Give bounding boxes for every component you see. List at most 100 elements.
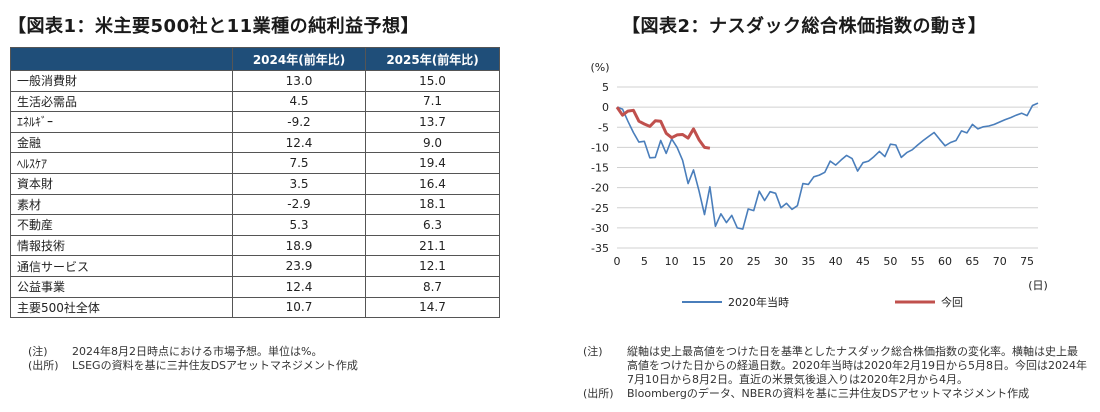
y-tick-label: 5: [602, 81, 609, 94]
table-row: 一般消費財 13.0 15.0: [10, 70, 500, 92]
table-cell-2025: 6.3: [365, 214, 500, 236]
table-header-sector: [10, 47, 233, 71]
note-row: (注) 2024年8月2日時点における市場予想。単位は%。: [28, 345, 488, 359]
table-header-2025: 2025年(前年比): [365, 47, 500, 71]
x-tick-label: 35: [801, 255, 815, 268]
table-row: 情報技術 18.9 21.1: [10, 234, 500, 257]
table-cell-sector: 素材: [10, 193, 233, 216]
note-row: (注) 縦軸は史上最高値をつけた日を基準としたナスダック総合株価指数の変化率。横軸…: [583, 345, 1088, 387]
table-cell-sector: 一般消費財: [10, 70, 233, 92]
table-row: ｴﾈﾙｷﾞｰ -9.2 13.7: [10, 111, 500, 133]
x-axis-label: (日): [1028, 279, 1048, 292]
y-tick-label: -5: [598, 121, 609, 134]
x-tick-label: 55: [911, 255, 925, 268]
chart-title: 【図表2：ナスダック総合株価指数の動き】: [622, 16, 987, 37]
x-tick-label: 40: [829, 255, 843, 268]
y-tick-label: -15: [591, 162, 609, 175]
x-tick-label: 70: [993, 255, 1007, 268]
y-axis-label: (%): [590, 61, 609, 74]
table-row: ﾍﾙｽｹｱ 7.5 19.4: [10, 152, 500, 174]
table-header-row: 2024年(前年比) 2025年(前年比): [10, 47, 500, 71]
x-tick-label: 75: [1020, 255, 1034, 268]
table-cell-2025: 21.1: [365, 234, 500, 257]
table-cell-sector: 公益事業: [10, 275, 233, 298]
table-cell-sector: 主要500社全体: [10, 296, 233, 319]
x-tick-label: 50: [883, 255, 897, 268]
note-label: (出所): [28, 359, 59, 372]
note-label: (出所): [583, 387, 614, 400]
x-tick-label: 15: [692, 255, 706, 268]
note-row: (出所) LSEGの資料を基に三井住友DSアセットマネジメント作成: [28, 359, 488, 373]
table-cell-2025: 9.0: [365, 131, 500, 154]
x-tick-label: 65: [965, 255, 979, 268]
chart-notes: (注) 縦軸は史上最高値をつけた日を基準としたナスダック総合株価指数の変化率。横軸…: [583, 345, 1088, 401]
table-cell-2025: 12.1: [365, 255, 500, 277]
table-cell-2025: 7.1: [365, 90, 500, 113]
y-tick-label: -35: [591, 242, 609, 255]
x-tick-label: 45: [856, 255, 870, 268]
table-cell-2024: 3.5: [232, 172, 366, 195]
table-cell-sector: 資本財: [10, 172, 233, 195]
table-cell-sector: 金融: [10, 131, 233, 154]
x-tick-label: 30: [774, 255, 788, 268]
table-row: 不動産 5.3 6.3: [10, 214, 500, 236]
table-row: 生活必需品 4.5 7.1: [10, 90, 500, 113]
table-cell-2025: 13.7: [365, 111, 500, 133]
note-label: (注): [583, 345, 603, 358]
y-tick-label: -25: [591, 202, 609, 215]
note-text: 2024年8月2日時点における市場予想。単位は%。: [72, 345, 323, 358]
note-row: (出所) Bloombergのデータ、NBERの資料を基に三井住友DSアセットマネ…: [583, 387, 1088, 401]
table-header-2024: 2024年(前年比): [232, 47, 366, 71]
table-cell-2025: 19.4: [365, 152, 500, 174]
table-cell-2025: 16.4: [365, 172, 500, 195]
nasdaq-chart: 50-5-10-15-20-25-30-350 5 10 15 20 25 30 35 40 45…: [590, 61, 1048, 309]
table-cell-2024: 18.9: [232, 234, 366, 257]
table-cell-2024: 12.4: [232, 275, 366, 298]
table-cell-2024: 13.0: [232, 70, 366, 92]
note-text: 縦軸は史上最高値をつけた日を基準としたナスダック総合株価指数の変化率。横軸は史上…: [627, 345, 1087, 386]
series-line: [616, 102, 1039, 230]
legend-label: 今回: [941, 295, 963, 309]
table-title: 【図表1：米主要500社と11業種の純利益予想】: [8, 16, 420, 37]
x-tick-label: 20: [719, 255, 733, 268]
table-cell-2024: 23.9: [232, 255, 366, 277]
table-row: 素材 -2.9 18.1: [10, 193, 500, 216]
table-row: 主要500社全体 10.7 14.7: [10, 296, 500, 319]
note-text: Bloombergのデータ、NBERの資料を基に三井住友DSアセットマネジメント…: [627, 387, 1030, 400]
y-tick-label: -10: [591, 141, 609, 154]
note-text: LSEGの資料を基に三井住友DSアセットマネジメント作成: [72, 359, 358, 372]
earnings-table: 2024年(前年比) 2025年(前年比) 一般消費財 13.0 15.0 生活必需品…: [10, 47, 500, 319]
x-tick-label: 25: [747, 255, 761, 268]
x-tick-label: 10: [665, 255, 679, 268]
y-tick-label: 0: [602, 101, 609, 114]
table-cell-2025: 18.1: [365, 193, 500, 216]
y-tick-label: -20: [591, 182, 609, 195]
table-cell-sector: 生活必需品: [10, 90, 233, 113]
table-cell-2024: -2.9: [232, 193, 366, 216]
table-row: 通信サービス 23.9 12.1: [10, 255, 500, 277]
table-cell-2024: 10.7: [232, 296, 366, 319]
table-row: 資本財 3.5 16.4: [10, 172, 500, 195]
series-line: [615, 106, 711, 150]
table-cell-2025: 15.0: [365, 70, 500, 92]
table-cell-2024: 7.5: [232, 152, 366, 174]
x-tick-label: 0: [614, 255, 621, 268]
note-label: (注): [28, 345, 48, 358]
x-tick-label: 5: [641, 255, 648, 268]
x-tick-label: 60: [938, 255, 952, 268]
table-cell-sector: 情報技術: [10, 234, 233, 257]
table-cell-sector: 不動産: [10, 214, 233, 236]
table-row: 金融 12.4 9.0: [10, 131, 500, 154]
table-cell-2025: 14.7: [365, 296, 500, 319]
table-notes: (注) 2024年8月2日時点における市場予想。単位は%。 (出所) LSEGの資料を…: [28, 345, 488, 373]
table-row: 公益事業 12.4 8.7: [10, 275, 500, 298]
table-cell-2024: 4.5: [232, 90, 366, 113]
table-cell-sector: ﾍﾙｽｹｱ: [10, 152, 233, 174]
table-cell-2024: 5.3: [232, 214, 366, 236]
legend-label: 2020年当時: [728, 295, 789, 309]
table-cell-sector: ｴﾈﾙｷﾞｰ: [10, 111, 233, 133]
table-cell-2024: -9.2: [232, 111, 366, 133]
table-cell-sector: 通信サービス: [10, 255, 233, 277]
table-cell-2024: 12.4: [232, 131, 366, 154]
y-tick-label: -30: [591, 222, 609, 235]
